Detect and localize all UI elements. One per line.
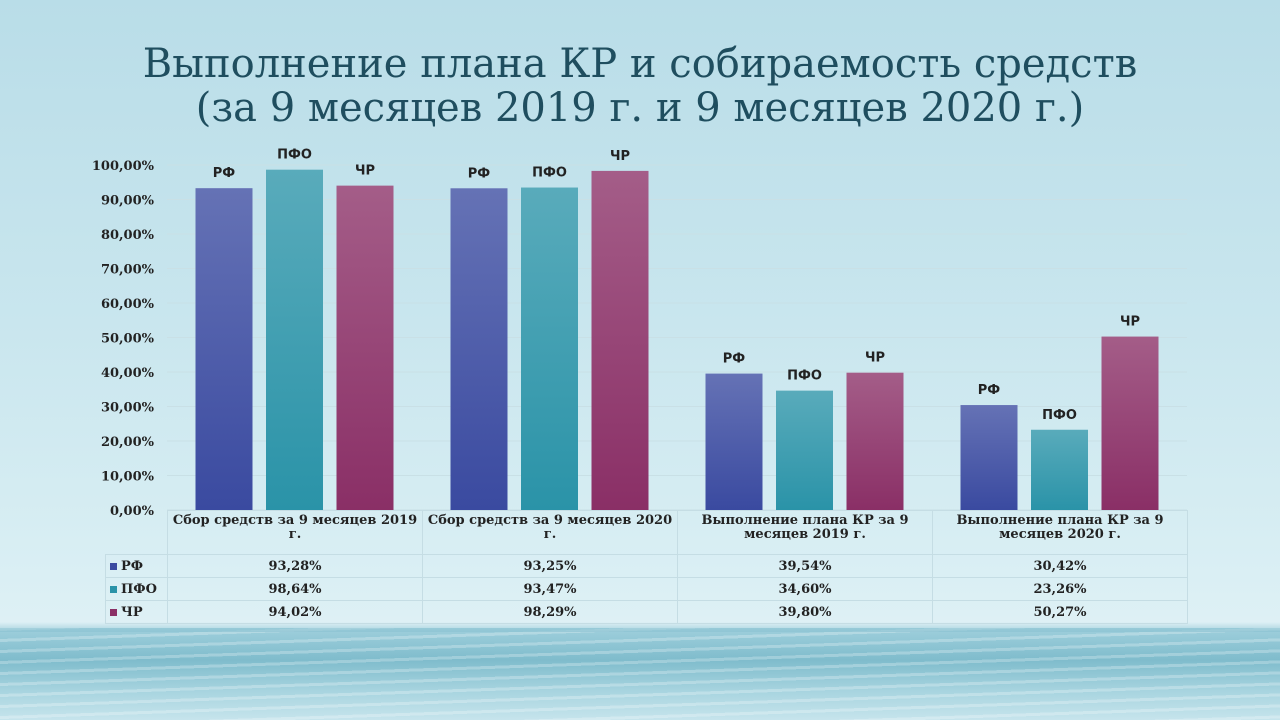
bar-ЧР (846, 372, 904, 510)
bar-series-label: ЧР (1120, 315, 1140, 330)
bar-РФ (960, 405, 1018, 510)
chart-bar-labels: РФ ПФО ЧР РФ ПФО ЧР РФ ПФО ЧР РФ ПФО ЧР (213, 148, 1140, 423)
bar-ЧР (1101, 336, 1159, 510)
table-corner (105, 510, 168, 555)
y-tick-label: 40,00% (101, 366, 155, 381)
bar-series-label: РФ (213, 166, 236, 181)
legend-entry: РФ (105, 554, 168, 578)
data-value: 39,80% (677, 600, 933, 624)
y-tick-label: 10,00% (101, 470, 155, 485)
y-tick-label: 20,00% (101, 435, 155, 450)
legend-label: ЧР (121, 604, 143, 620)
data-value: 93,47% (422, 577, 678, 601)
y-tick-label: 70,00% (101, 263, 155, 278)
bar-ЧР (591, 170, 649, 510)
data-value: 98,64% (167, 577, 423, 601)
data-value: 23,26% (932, 577, 1188, 601)
y-tick-label: 50,00% (101, 332, 155, 347)
bar-РФ (705, 373, 763, 510)
bar-series-label: ПФО (1042, 408, 1077, 423)
data-value: 30,42% (932, 554, 1188, 578)
legend-swatch (110, 562, 117, 570)
legend-label: РФ (121, 558, 144, 574)
chart-bars (195, 169, 1159, 511)
data-value: 93,25% (422, 554, 678, 578)
data-value: 39,54% (677, 554, 933, 578)
table-row: РФ 93,28% 93,25% 39,54% 30,42% (105, 554, 1188, 578)
legend-swatch (110, 585, 117, 593)
bar-ПФО (776, 390, 833, 510)
data-table: Сбор средств за 9 месяцев 2019 г. Сбор ср… (105, 510, 1188, 624)
water-background (0, 622, 1280, 720)
bar-series-label: ЧР (610, 149, 630, 164)
bar-РФ (195, 188, 253, 510)
data-value: 50,27% (932, 600, 1188, 624)
legend-label: ПФО (121, 581, 157, 597)
data-value: 94,02% (167, 600, 423, 624)
bar-series-label: ПФО (787, 369, 822, 384)
bar-ЧР (336, 185, 394, 511)
legend-entry: ЧР (105, 600, 168, 624)
page-title: Выполнение плана КР и собираемость средс… (0, 42, 1280, 130)
bar-series-label: РФ (978, 383, 1001, 398)
bar-series-label: ПФО (532, 166, 567, 181)
category-label: Сбор средств за 9 месяцев 2020 г. (422, 510, 678, 555)
title-line-2: (за 9 месяцев 2019 г. и 9 месяцев 2020 г… (195, 85, 1085, 131)
bar-ПФО (266, 169, 323, 510)
y-tick-label: 100,00% (92, 159, 155, 174)
y-tick-label: 90,00% (101, 194, 155, 209)
legend-entry: ПФО (105, 577, 168, 601)
category-label: Сбор средств за 9 месяцев 2019 г. (167, 510, 423, 555)
y-tick-label: 60,00% (101, 297, 155, 312)
category-label: Выполнение плана КР за 9 месяцев 2019 г. (677, 510, 933, 555)
y-tick-label: 80,00% (101, 228, 155, 243)
y-tick-label: 30,00% (101, 401, 155, 416)
data-value: 93,28% (167, 554, 423, 578)
legend-swatch (110, 608, 117, 616)
bar-series-label: ЧР (355, 164, 375, 179)
bar-ПФО (1031, 429, 1088, 510)
title-line-1: Выполнение плана КР и собираемость средс… (142, 41, 1138, 87)
table-row: ПФО 98,64% 93,47% 34,60% 23,26% (105, 577, 1188, 601)
bar-series-label: РФ (723, 352, 746, 367)
bar-series-label: ЧР (865, 351, 885, 366)
data-value: 98,29% (422, 600, 678, 624)
bar-РФ (450, 188, 508, 510)
table-row: ЧР 94,02% 98,29% 39,80% 50,27% (105, 600, 1188, 624)
y-axis: 0,00%10,00%20,00%30,00%40,00%50,00%60,00… (92, 159, 155, 519)
bar-series-label: ПФО (277, 148, 312, 163)
bar-ПФО (521, 187, 578, 510)
data-value: 34,60% (677, 577, 933, 601)
category-label: Выполнение плана КР за 9 месяцев 2020 г. (932, 510, 1188, 555)
bar-series-label: РФ (468, 166, 491, 181)
